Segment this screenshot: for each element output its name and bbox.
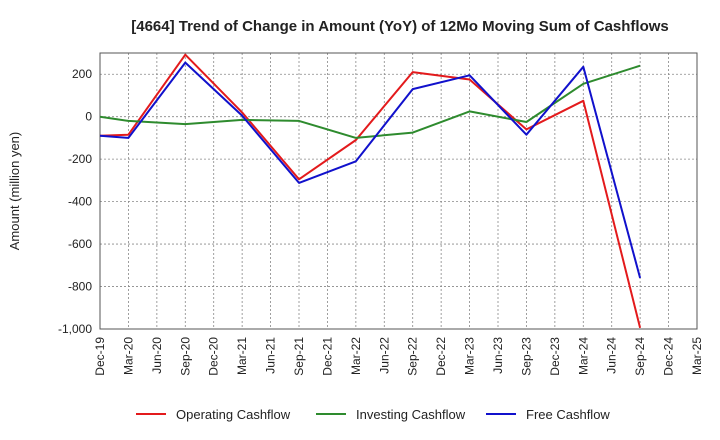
y-tick-label: -200 bbox=[68, 152, 92, 166]
legend-label-free-cashflow: Free Cashflow bbox=[526, 407, 610, 422]
x-tick-label: Dec-20 bbox=[207, 337, 221, 376]
x-tick-label: Dec-24 bbox=[662, 337, 676, 376]
y-axis-ticks: 200 0 -200 -400 -600 -800 -1,000 bbox=[58, 67, 92, 336]
y-tick-label: -600 bbox=[68, 237, 92, 251]
x-axis-ticks: Dec-19 Mar-20 Jun-20 Sep-20 Dec-20 Mar-21 Jun-… bbox=[93, 337, 704, 376]
x-tick-label: Sep-23 bbox=[519, 337, 533, 376]
series-line-free-cashflow bbox=[99, 61, 642, 279]
legend: Operating Cashflow Investing Cashflow Free… bbox=[136, 407, 610, 422]
x-tick-label: Sep-21 bbox=[292, 337, 306, 376]
y-tick-label: 200 bbox=[72, 67, 92, 81]
x-tick-label: Dec-21 bbox=[320, 337, 334, 376]
plot-frame bbox=[99, 52, 698, 330]
x-tick-label: Jun-23 bbox=[491, 337, 505, 374]
series-line-operating-cashflow bbox=[99, 53, 642, 329]
series-line-investing-cashflow bbox=[99, 64, 641, 139]
x-tick-label: Jun-24 bbox=[605, 337, 619, 374]
legend-label-investing-cashflow: Investing Cashflow bbox=[356, 407, 466, 422]
x-tick-label: Mar-21 bbox=[235, 337, 249, 375]
y-tick-label: 0 bbox=[85, 110, 92, 124]
x-tick-label: Sep-20 bbox=[178, 337, 192, 376]
x-tick-label: Sep-24 bbox=[633, 337, 647, 376]
x-tick-label: Jun-20 bbox=[150, 337, 164, 374]
x-tick-label: Dec-22 bbox=[434, 337, 448, 376]
y-tick-label: -800 bbox=[68, 280, 92, 294]
x-tick-label: Mar-24 bbox=[576, 337, 590, 375]
legend-label-operating-cashflow: Operating Cashflow bbox=[176, 407, 291, 422]
chart-title: [4664] Trend of Change in Amount (YoY) o… bbox=[131, 18, 669, 35]
y-tick-label: -400 bbox=[68, 195, 92, 209]
x-tick-label: Mar-22 bbox=[349, 337, 363, 375]
x-tick-label: Jun-21 bbox=[264, 337, 278, 374]
y-axis-label: Amount (million yen) bbox=[7, 132, 22, 251]
grid bbox=[99, 53, 698, 330]
y-tick-label: -1,000 bbox=[58, 322, 92, 336]
x-tick-label: Jun-22 bbox=[377, 337, 391, 374]
x-tick-label: Mar-20 bbox=[121, 337, 135, 375]
x-tick-label: Sep-22 bbox=[406, 337, 420, 376]
series-lines bbox=[99, 53, 642, 329]
x-tick-label: Mar-23 bbox=[463, 337, 477, 375]
x-tick-label: Dec-23 bbox=[548, 337, 562, 376]
x-tick-label: Dec-19 bbox=[93, 337, 107, 376]
x-tick-label: Mar-25 bbox=[690, 337, 704, 375]
